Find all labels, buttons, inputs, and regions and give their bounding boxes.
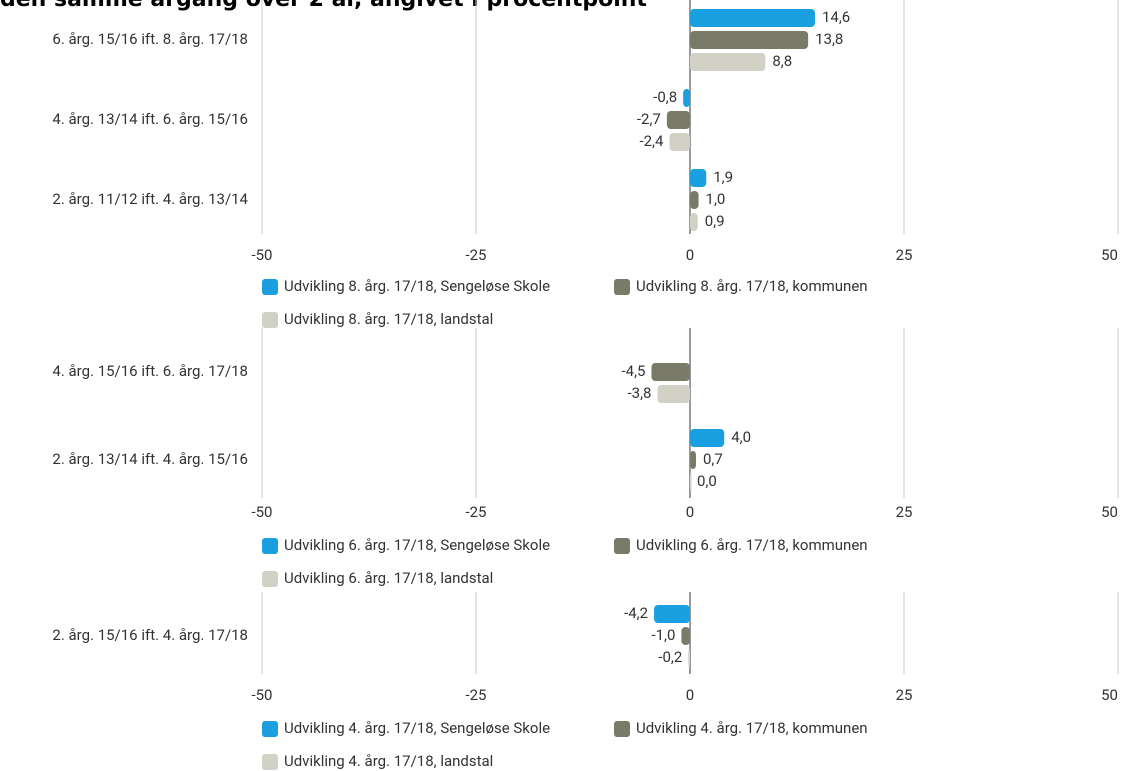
bar bbox=[690, 213, 698, 231]
category-label: 2. årg. 11/12 ift. 4. årg. 13/14 bbox=[52, 190, 248, 208]
data-label: 8,8 bbox=[772, 52, 792, 70]
x-tick-label: -25 bbox=[465, 246, 486, 264]
data-label: 1,9 bbox=[713, 168, 733, 186]
category-label: 2. årg. 13/14 ift. 4. årg. 15/16 bbox=[52, 450, 248, 468]
bar bbox=[690, 169, 707, 187]
category-label: 4. årg. 13/14 ift. 6. årg. 15/16 bbox=[52, 110, 248, 128]
x-tick-label: -25 bbox=[465, 503, 486, 521]
legend-swatch bbox=[262, 538, 278, 554]
bar bbox=[690, 473, 692, 491]
x-tick-label: -50 bbox=[251, 246, 272, 264]
data-label: 0,9 bbox=[705, 212, 725, 230]
legend-label: Udvikling 4. årg. 17/18, kommunen bbox=[636, 719, 868, 737]
x-tick-label: 0 bbox=[686, 503, 694, 521]
x-tick-label: 50 bbox=[1101, 503, 1118, 521]
legend-swatch bbox=[614, 721, 630, 737]
category-label: 6. årg. 15/16 ift. 8. årg. 17/18 bbox=[52, 30, 248, 48]
bar bbox=[690, 9, 815, 27]
legend-label: Udvikling 6. årg. 17/18, Sengeløse Skole bbox=[284, 536, 550, 554]
x-tick-label: -50 bbox=[251, 686, 272, 704]
x-tick-label: 50 bbox=[1101, 246, 1118, 264]
bar bbox=[666, 111, 690, 129]
x-tick-label: 25 bbox=[896, 246, 913, 264]
bar bbox=[690, 31, 809, 49]
legend-swatch bbox=[262, 571, 278, 587]
data-label: 1,0 bbox=[706, 190, 726, 208]
data-label: 0,0 bbox=[697, 472, 717, 490]
data-label: 0,7 bbox=[703, 450, 723, 468]
bar bbox=[681, 627, 690, 645]
data-label: 13,8 bbox=[815, 30, 843, 48]
legend-label: Udvikling 8. årg. 17/18, Sengeløse Skole bbox=[284, 277, 550, 295]
x-tick-label: 25 bbox=[896, 686, 913, 704]
category-label: 4. årg. 15/16 ift. 6. årg. 17/18 bbox=[52, 362, 248, 380]
legend-swatch bbox=[262, 754, 278, 770]
legend-label: Udvikling 6. årg. 17/18, kommunen bbox=[636, 536, 868, 554]
bar bbox=[683, 89, 690, 107]
legend-swatch bbox=[614, 538, 630, 554]
x-tick-label: 50 bbox=[1101, 686, 1118, 704]
data-label: -3,8 bbox=[628, 384, 652, 402]
bar bbox=[688, 649, 690, 667]
legend-label: Udvikling 8. årg. 17/18, kommunen bbox=[636, 277, 868, 295]
legend-swatch bbox=[262, 279, 278, 295]
bar bbox=[690, 191, 699, 209]
data-label: -0,2 bbox=[658, 648, 682, 666]
legend-label: Udvikling 8. årg. 17/18, landstal bbox=[284, 310, 493, 328]
data-label: -1,0 bbox=[651, 626, 675, 644]
bar bbox=[690, 53, 766, 71]
bar bbox=[651, 363, 690, 381]
bar bbox=[669, 133, 690, 151]
data-label: -2,7 bbox=[637, 110, 661, 128]
x-tick-label: 0 bbox=[686, 246, 694, 264]
data-label: -4,2 bbox=[624, 604, 648, 622]
data-label: 4,0 bbox=[731, 428, 751, 446]
data-label: -0,8 bbox=[653, 88, 677, 106]
chart-title: den samme årgang over 2 år, angivet i pr… bbox=[0, 0, 647, 12]
x-tick-label: -50 bbox=[251, 503, 272, 521]
legend-swatch bbox=[262, 312, 278, 328]
data-label: 14,6 bbox=[822, 8, 850, 26]
legend-swatch bbox=[262, 721, 278, 737]
x-tick-label: 25 bbox=[896, 503, 913, 521]
bar bbox=[690, 451, 696, 469]
legend-label: Udvikling 4. årg. 17/18, Sengeløse Skole bbox=[284, 719, 550, 737]
bar bbox=[654, 605, 690, 623]
bar bbox=[657, 385, 690, 403]
legend-swatch bbox=[614, 279, 630, 295]
legend-label: Udvikling 4. årg. 17/18, landstal bbox=[284, 752, 493, 770]
category-label: 2. årg. 15/16 ift. 4. årg. 17/18 bbox=[52, 626, 248, 644]
x-tick-label: -25 bbox=[465, 686, 486, 704]
legend-label: Udvikling 6. årg. 17/18, landstal bbox=[284, 569, 493, 587]
data-label: -2,4 bbox=[639, 132, 664, 150]
data-label: -4,5 bbox=[622, 362, 646, 380]
x-tick-label: 0 bbox=[686, 686, 694, 704]
bar bbox=[690, 429, 725, 447]
